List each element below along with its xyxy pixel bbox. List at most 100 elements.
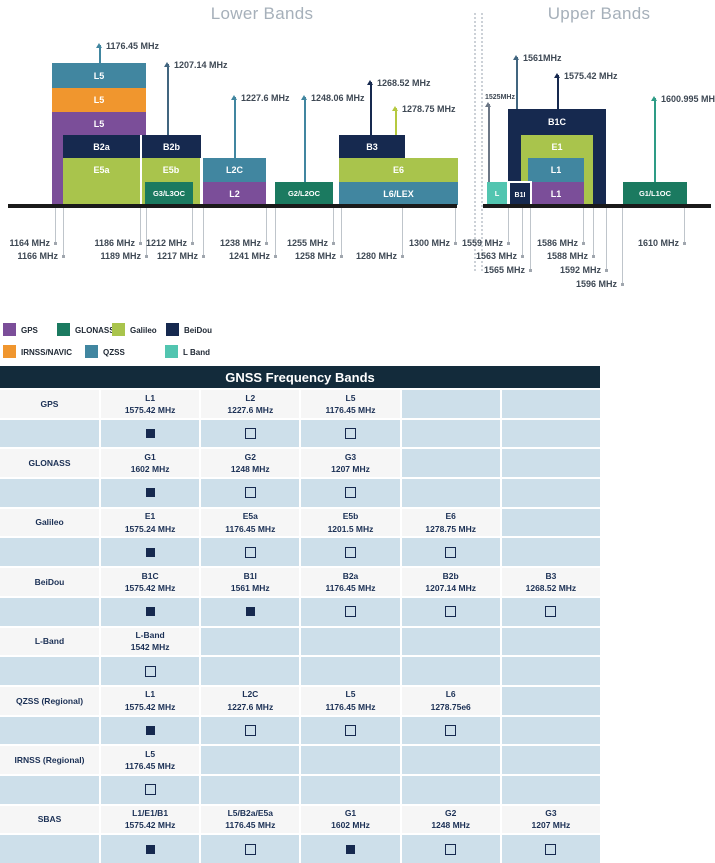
checkbox-cell	[101, 419, 200, 448]
empty-cell	[501, 508, 600, 537]
tick-dot	[201, 255, 205, 258]
checkbox-sbas-l5-b2a-e5a-unchecked[interactable]	[244, 843, 256, 855]
band-frequency: 1176.45 MHz	[225, 523, 276, 534]
checkbox-gps-l2-unchecked[interactable]	[244, 428, 256, 440]
band-name: L2C	[242, 689, 259, 700]
legend-swatch-beidou	[166, 323, 179, 336]
band-frequency: 1227.6 MHz	[227, 701, 274, 712]
checkbox-beidou-b1c-checked[interactable]	[145, 607, 155, 617]
tick-dot	[620, 282, 624, 286]
band-cell-galileo-e5b: E5b 1201.5 MHz	[301, 508, 400, 537]
checkbox-galileo-e5b-unchecked[interactable]	[344, 546, 356, 558]
tick-leader-line	[529, 208, 531, 269]
tick-dot	[520, 255, 524, 258]
lower-bands-title: Lower Bands	[210, 4, 314, 23]
band-frequency: 1575.42 MHz	[124, 582, 176, 593]
table-row-beidou: BeiDou B1C 1575.42 MHz B1I 1561 MHz B2a 1176.4…	[0, 568, 600, 596]
band-name: G1	[144, 451, 156, 462]
checkbox-galileo-e6-unchecked[interactable]	[445, 546, 457, 558]
frequency-arrow-line	[304, 97, 306, 204]
checkbox-cell	[201, 835, 300, 863]
checkbox-row-sbas	[0, 835, 600, 863]
checkbox-beidou-b1i-checked[interactable]	[245, 607, 255, 617]
tick-dot	[273, 255, 277, 258]
band-name: L5	[345, 392, 356, 403]
checkbox-gps-l5-unchecked[interactable]	[344, 428, 356, 440]
checkbox-qzss-regional--l2c-unchecked[interactable]	[244, 724, 256, 736]
edge-frequency-1592-mhz: 1592 MHz	[559, 264, 601, 275]
checkbox-glonass-g3-unchecked[interactable]	[344, 487, 356, 499]
band-name: E5b	[342, 511, 359, 522]
checkbox-cell	[501, 597, 600, 626]
checkbox-sbas-l1-e1-b1-checked[interactable]	[145, 844, 155, 854]
band-block-label: L2	[229, 188, 240, 199]
checkbox-glonass-g1-checked[interactable]	[145, 488, 155, 498]
band-name: L5	[145, 748, 156, 759]
band-block-lower-e6: E6	[339, 158, 458, 182]
checkbox-cell	[301, 835, 400, 863]
band-name: G2	[244, 451, 256, 462]
checkbox-gps-l1-checked[interactable]	[145, 429, 155, 439]
checkbox-beidou-b2b-unchecked[interactable]	[445, 606, 457, 618]
tick-leader-line	[332, 208, 334, 242]
band-name: B1I	[243, 570, 257, 581]
checkbox-cell	[201, 775, 300, 804]
checkbox-cell	[101, 835, 200, 863]
tick-leader-line	[592, 208, 594, 256]
band-cell-beidou-b2a: B2a 1176.45 MHz	[301, 568, 400, 596]
checkbox-cell	[501, 775, 600, 804]
legend-label-qzss: QZSS	[103, 347, 125, 357]
checkbox-qzss-regional--l5-unchecked[interactable]	[344, 724, 356, 736]
checkbox-sbas-g2-unchecked[interactable]	[445, 843, 457, 855]
band-frequency: 1575.24 MHz	[124, 523, 176, 534]
tick-leader-line	[191, 208, 193, 242]
legend-swatch-qzss	[85, 345, 98, 358]
band-frequency: 1602 MHz	[130, 464, 170, 475]
checkbox-l-band-l-band-unchecked[interactable]	[144, 665, 156, 677]
band-cell-glonass-g2: G2 1248 MHz	[201, 449, 300, 478]
band-block-label: E6	[392, 165, 404, 175]
edge-frequency-1186-mhz: 1186 MHz	[94, 237, 135, 248]
checkbox-cell	[501, 538, 600, 567]
checkbox-sbas-g3-unchecked[interactable]	[545, 843, 557, 855]
band-name: E6	[445, 511, 456, 522]
band-cell-sbas-l5-b2a-e5a: L5/B2a/E5a 1176.45 MHz	[201, 805, 300, 834]
edge-frequency-1212-mhz: 1212 MHz	[145, 237, 187, 248]
empty-cell	[501, 627, 600, 656]
frequency-label-1207-14-mhz: 1207.14 MHz	[174, 60, 228, 70]
checkbox-glonass-g2-unchecked[interactable]	[244, 487, 256, 499]
tick-dot	[591, 255, 595, 258]
empty-cell	[0, 835, 99, 863]
table-row-sbas: SBAS L1/E1/B1 1575.42 MHz L5/B2a/E5a 1176.45…	[0, 805, 600, 834]
empty-cell	[0, 716, 99, 745]
table-row-gps: GPS L1 1575.42 MHz L2 1227.6 MHz L5 1176.45 MH…	[0, 390, 600, 418]
checkbox-cell	[101, 775, 200, 804]
band-block-upper-l1: L1	[528, 182, 584, 205]
band-block-label: B2b	[162, 141, 180, 152]
band-frequency: 1201.5 MHz	[327, 523, 374, 534]
frequency-label-1525mhz: 1525MHz	[485, 94, 515, 101]
band-name: G2	[445, 808, 457, 819]
checkbox-galileo-e5a-unchecked[interactable]	[244, 546, 256, 558]
checkbox-irnss-regional--l5-unchecked[interactable]	[144, 784, 156, 796]
band-cell-glonass-g1: G1 1602 MHz	[101, 449, 200, 478]
band-block-label: L5	[93, 70, 105, 81]
band-frequency: 1561 MHz	[230, 582, 270, 593]
checkbox-qzss-regional--l1-checked[interactable]	[145, 725, 155, 735]
checkbox-sbas-g1-checked[interactable]	[345, 844, 355, 854]
arrow-up-icon	[96, 43, 102, 48]
legend-label-irnss-navic: IRNSS/NAVIC	[21, 347, 72, 357]
tick-leader-line	[507, 208, 509, 242]
legend-swatch-l-band	[165, 345, 178, 358]
checkbox-beidou-b2a-unchecked[interactable]	[344, 606, 356, 618]
checkbox-qzss-regional--l6-unchecked[interactable]	[445, 724, 457, 736]
table-row-galileo: Galileo E1 1575.24 MHz E5a 1176.45 MHz E5b 120…	[0, 508, 600, 537]
checkbox-galileo-e1-checked[interactable]	[145, 547, 155, 557]
band-cell-beidou-b1c: B1C 1575.42 MHz	[101, 568, 200, 596]
checkbox-beidou-b3-unchecked[interactable]	[545, 606, 557, 618]
checkbox-row-glonass	[0, 479, 600, 507]
frequency-label-1227-6-mhz: 1227.6 MHz	[241, 93, 290, 103]
checkbox-cell	[401, 479, 500, 507]
arrow-up-icon	[554, 73, 560, 78]
checkbox-cell	[201, 716, 300, 745]
